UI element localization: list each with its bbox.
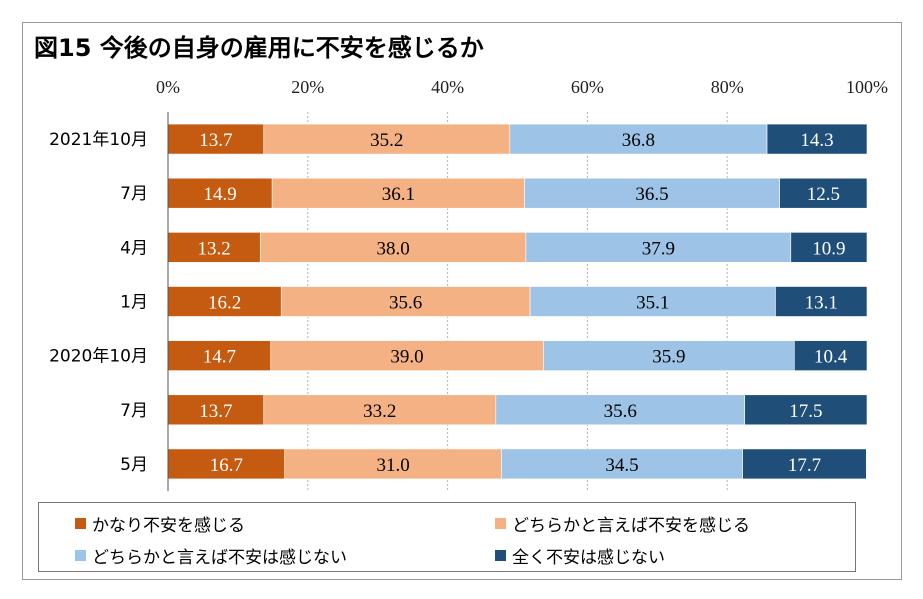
category-label: 2020年10月 [49, 347, 148, 367]
bar-segment [529, 286, 776, 317]
data-label: 39.0 [390, 347, 423, 368]
bar-segment [524, 177, 780, 209]
bar-segment [775, 286, 868, 317]
x-tick-label: 100% [846, 77, 888, 97]
data-label: 10.4 [814, 347, 848, 368]
data-label: 37.9 [642, 238, 675, 259]
data-label: 17.5 [789, 401, 822, 422]
category-label: 7月 [120, 401, 148, 421]
legend-swatch-3 [75, 550, 86, 561]
data-label: 36.5 [635, 184, 668, 205]
data-label: 13.7 [199, 401, 232, 422]
category-label: 2021年10月 [49, 130, 148, 150]
bar-segment [259, 232, 527, 263]
bar-segment [525, 232, 792, 263]
bar-segment [280, 286, 531, 317]
bar-segment [495, 394, 745, 426]
data-label: 13.7 [199, 130, 232, 151]
bar-segment [790, 232, 868, 263]
legend-item-3: どちらかと言えば不安は感じない [75, 543, 347, 568]
x-tick-label: 60% [571, 77, 604, 97]
bar-segment [167, 232, 261, 263]
bar-segment [509, 123, 768, 155]
data-label: 35.6 [389, 293, 422, 314]
data-label: 35.1 [636, 293, 669, 314]
data-label: 14.7 [203, 347, 236, 368]
x-tick-label: 0% [156, 77, 180, 97]
bar-segment [779, 177, 868, 209]
x-tick-label: 80% [711, 77, 744, 97]
data-label: 31.0 [376, 455, 409, 476]
legend-swatch-4 [495, 550, 506, 561]
legend-swatch-1 [75, 518, 86, 529]
legend-item-4: 全く不安は感じない [495, 543, 665, 568]
data-label: 13.1 [805, 293, 838, 314]
bar-segment [167, 340, 272, 371]
x-tick-label: 40% [431, 77, 464, 97]
data-label: 34.5 [605, 455, 638, 476]
data-label: 14.9 [203, 184, 236, 205]
legend-label-2: どちらかと言えば不安を感じる [512, 516, 750, 536]
legend: かなり不安を感じる どちらかと言えば不安を感じる どちらかと言えば不安は感じない… [38, 502, 856, 572]
bar-segment [271, 177, 525, 209]
data-label: 12.5 [807, 184, 840, 205]
legend-label-3: どちらかと言えば不安は感じない [92, 548, 347, 568]
bar-segment [167, 448, 286, 480]
data-label: 38.0 [376, 238, 409, 259]
legend-label-4: 全く不安は感じない [512, 548, 665, 568]
data-label: 35.9 [652, 347, 685, 368]
legend-swatch-2 [495, 518, 506, 529]
data-label: 10.9 [812, 238, 845, 259]
data-label: 35.2 [370, 130, 403, 151]
data-label: 14.3 [800, 130, 833, 151]
legend-item-2: どちらかと言えば不安を感じる [495, 511, 750, 536]
category-label: 4月 [120, 238, 148, 258]
bar-segment [263, 123, 511, 155]
legend-item-1: かなり不安を感じる [75, 511, 245, 536]
bar-segment [744, 394, 868, 426]
bar-segment [794, 340, 868, 371]
bar-segment [167, 286, 282, 317]
bar-segment [167, 177, 273, 209]
legend-label-1: かなり不安を感じる [92, 516, 245, 536]
category-label: 1月 [120, 293, 148, 313]
data-label: 17.7 [788, 455, 821, 476]
data-label: 16.7 [210, 455, 243, 476]
chart-title: 図15 今後の自身の雇用に不安を感じるか [34, 34, 484, 62]
category-label: 7月 [120, 184, 148, 204]
bar-segment [742, 448, 867, 480]
bar-segment [766, 123, 868, 155]
bar-segment [543, 340, 795, 371]
bar-segment [501, 448, 743, 480]
data-label: 36.1 [382, 184, 415, 205]
bar-segment [270, 340, 544, 371]
category-label: 5月 [120, 455, 148, 475]
x-tick-label: 20% [291, 77, 324, 97]
data-label: 13.2 [198, 238, 231, 259]
data-label: 36.8 [622, 130, 655, 151]
data-label: 16.2 [208, 293, 241, 314]
bar-segment [167, 394, 265, 426]
data-label: 35.6 [604, 401, 637, 422]
data-label: 33.2 [363, 401, 396, 422]
